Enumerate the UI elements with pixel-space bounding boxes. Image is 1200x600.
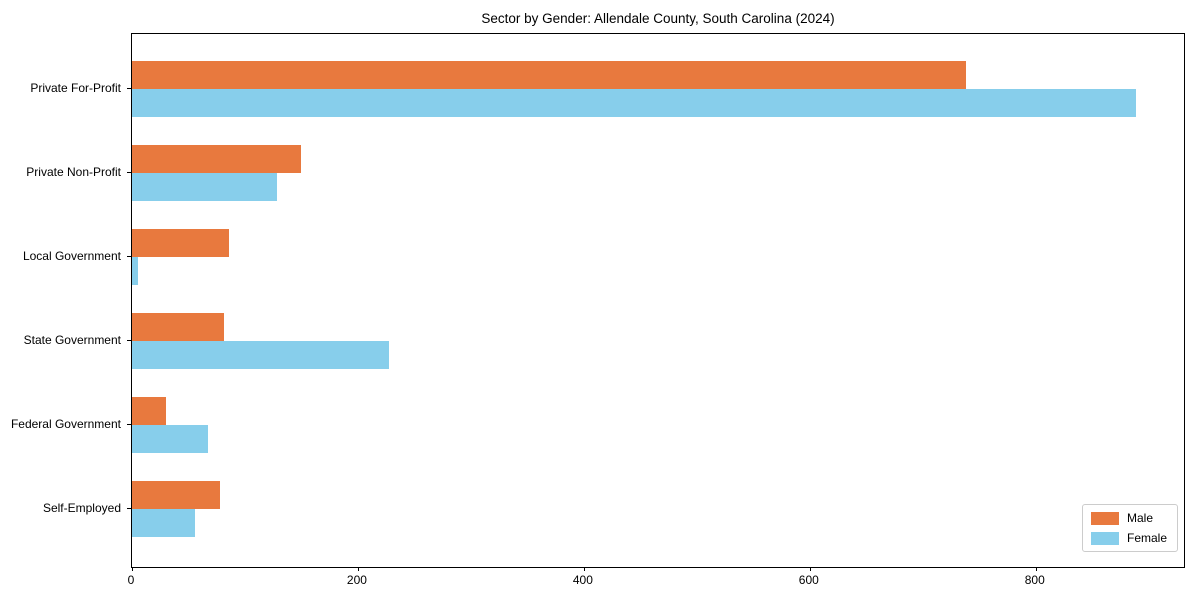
x-tick-label: 400 <box>572 573 593 587</box>
bar-female-local-government <box>132 256 138 285</box>
legend-entry-male: Male <box>1090 511 1167 525</box>
legend-label: Male <box>1126 511 1153 525</box>
bar-male-self-employed <box>132 480 220 509</box>
bar-male-private-for-profit <box>132 60 967 89</box>
plot-area: Male Female <box>127 33 1185 571</box>
bar-female-private-non-profit <box>132 172 278 201</box>
bar-male-state-government <box>132 312 225 341</box>
bar-female-private-for-profit <box>132 88 1136 117</box>
bar-male-local-government <box>132 228 229 257</box>
legend-swatch-male <box>1090 511 1119 525</box>
x-tick-mark <box>809 567 811 571</box>
x-tick-mark <box>1035 567 1037 571</box>
x-tick-mark <box>583 567 585 571</box>
bar-female-state-government <box>132 340 390 369</box>
bar-female-self-employed <box>132 508 196 537</box>
legend-swatch-female <box>1090 531 1119 545</box>
x-tick-label: 600 <box>798 573 819 587</box>
bar-male-federal-government <box>132 396 166 425</box>
bar-male-private-non-profit <box>132 144 302 173</box>
chart-title: Sector by Gender: Allendale County, Sout… <box>481 11 835 26</box>
x-tick-label: 800 <box>1024 573 1045 587</box>
y-tick-mark <box>127 424 131 426</box>
legend-label: Female <box>1126 531 1167 545</box>
bar-female-federal-government <box>132 424 208 453</box>
y-tick-label: State Government <box>23 332 121 347</box>
y-tick-mark <box>127 88 131 90</box>
x-tick-label: 0 <box>127 573 135 587</box>
y-tick-label: Private For-Profit <box>30 80 121 95</box>
x-tick-mark <box>357 567 359 571</box>
y-tick-mark <box>127 508 131 510</box>
y-tick-mark <box>127 256 131 258</box>
legend: Male Female <box>1081 504 1178 552</box>
y-tick-label: Self-Employed <box>42 500 121 515</box>
y-tick-mark <box>127 340 131 342</box>
y-tick-label: Private Non-Profit <box>26 164 121 179</box>
y-tick-label: Local Government <box>22 248 121 263</box>
y-tick-mark <box>127 172 131 174</box>
x-tick-mark <box>132 567 133 571</box>
x-tick-label: 200 <box>346 573 367 587</box>
legend-entry-female: Female <box>1090 531 1167 545</box>
y-tick-label: Federal Government <box>10 416 121 431</box>
